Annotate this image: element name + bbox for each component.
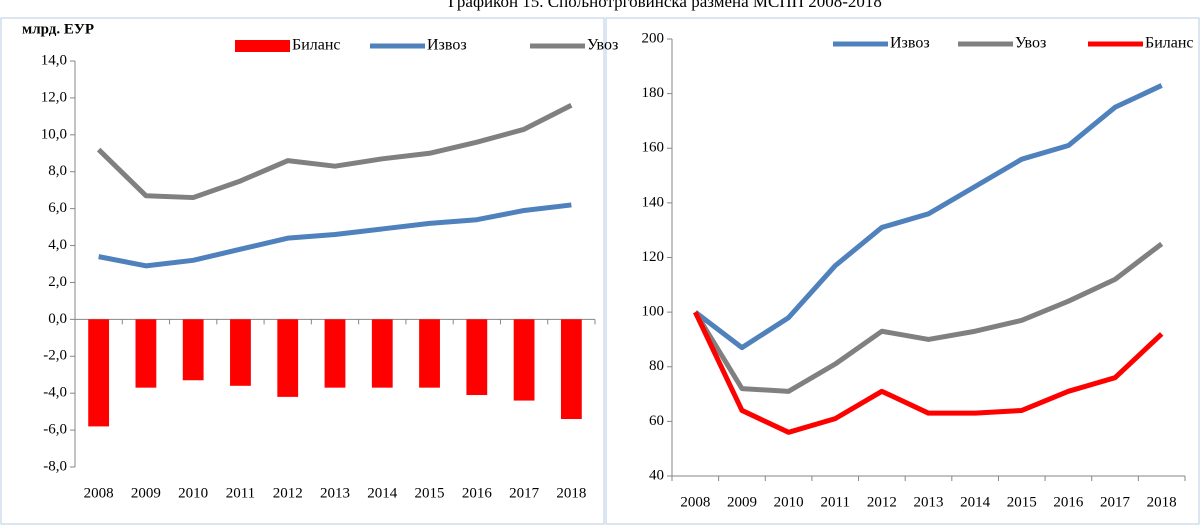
x-tick-label: 2016 [462,485,493,501]
bar [324,319,346,388]
legend-label: Извоз [890,35,930,52]
bar [277,319,299,397]
line [96,103,573,201]
line [98,202,572,269]
y-tick-label: 40 [649,467,664,483]
y-tick-label: 60 [649,413,664,429]
x-tick-label: 2009 [131,485,161,501]
legend-label: Биланс [292,37,341,54]
y-tick-label: 10,0 [41,126,67,142]
legend-swatch [235,40,290,52]
y-tick-label: 8,0 [48,163,67,179]
y-tick-label: -8,0 [43,458,67,474]
x-tick-label: 2013 [914,494,944,510]
line [693,311,1164,435]
legend-label: Увоз [1015,35,1046,52]
x-tick-label: 2012 [867,494,897,510]
figure-title: Графикон 15. Спољнотрговинска размена МС… [448,0,882,11]
bar [513,319,535,401]
frame [605,17,1200,525]
x-tick-label: 2010 [774,494,804,510]
bar [88,319,110,427]
legend-label: Увоз [587,37,618,54]
x-tick-label: 2009 [727,494,757,510]
legend-label: Извоз [427,37,467,54]
y-tick-label: 0,0 [48,311,67,327]
x-tick-label: 2008 [84,485,114,501]
y-tick-label: 6,0 [48,200,67,216]
frame [0,17,605,525]
y-tick-label: 14,0 [41,52,67,68]
bar [182,319,204,381]
legend-label: Биланс [1145,35,1194,52]
x-tick-label: 2013 [320,485,350,501]
y-tick-label: 160 [642,140,665,156]
y-tick-label: 12,0 [41,89,67,105]
y-tick-label: 140 [642,194,665,210]
y-tick-label: 2,0 [48,274,67,290]
line [693,83,1163,351]
x-tick-label: 2015 [415,485,445,501]
x-tick-label: 2017 [1100,494,1131,510]
bar [135,319,157,388]
y-tick-label: 200 [642,30,665,46]
x-tick-label: 2008 [680,494,710,510]
x-tick-label: 2015 [1007,494,1037,510]
y-tick-label: 180 [642,85,665,101]
y-tick-label: 100 [642,304,665,320]
x-tick-label: 2018 [556,485,586,501]
x-tick-label: 2012 [273,485,303,501]
x-tick-label: 2014 [367,485,398,501]
bar [560,319,582,420]
y-tick-label: -2,0 [43,348,67,364]
y-tick-label: -4,0 [43,385,67,401]
y-tick-label: -6,0 [43,422,67,438]
line [693,241,1164,394]
x-tick-label: 2011 [821,494,850,510]
x-tick-label: 2017 [509,485,540,501]
x-tick-label: 2014 [960,494,991,510]
x-tick-label: 2011 [226,485,255,501]
bar [371,319,393,388]
bar [230,319,251,386]
y-tick-label: 120 [642,249,665,265]
y-axis-label: млрд. ЕУР [22,21,94,37]
bar [419,319,440,388]
x-tick-label: 2010 [178,485,208,501]
x-tick-label: 2016 [1053,494,1084,510]
y-tick-label: 80 [649,358,664,374]
bar [466,319,488,396]
x-tick-label: 2018 [1147,494,1177,510]
y-tick-label: 4,0 [48,237,67,253]
